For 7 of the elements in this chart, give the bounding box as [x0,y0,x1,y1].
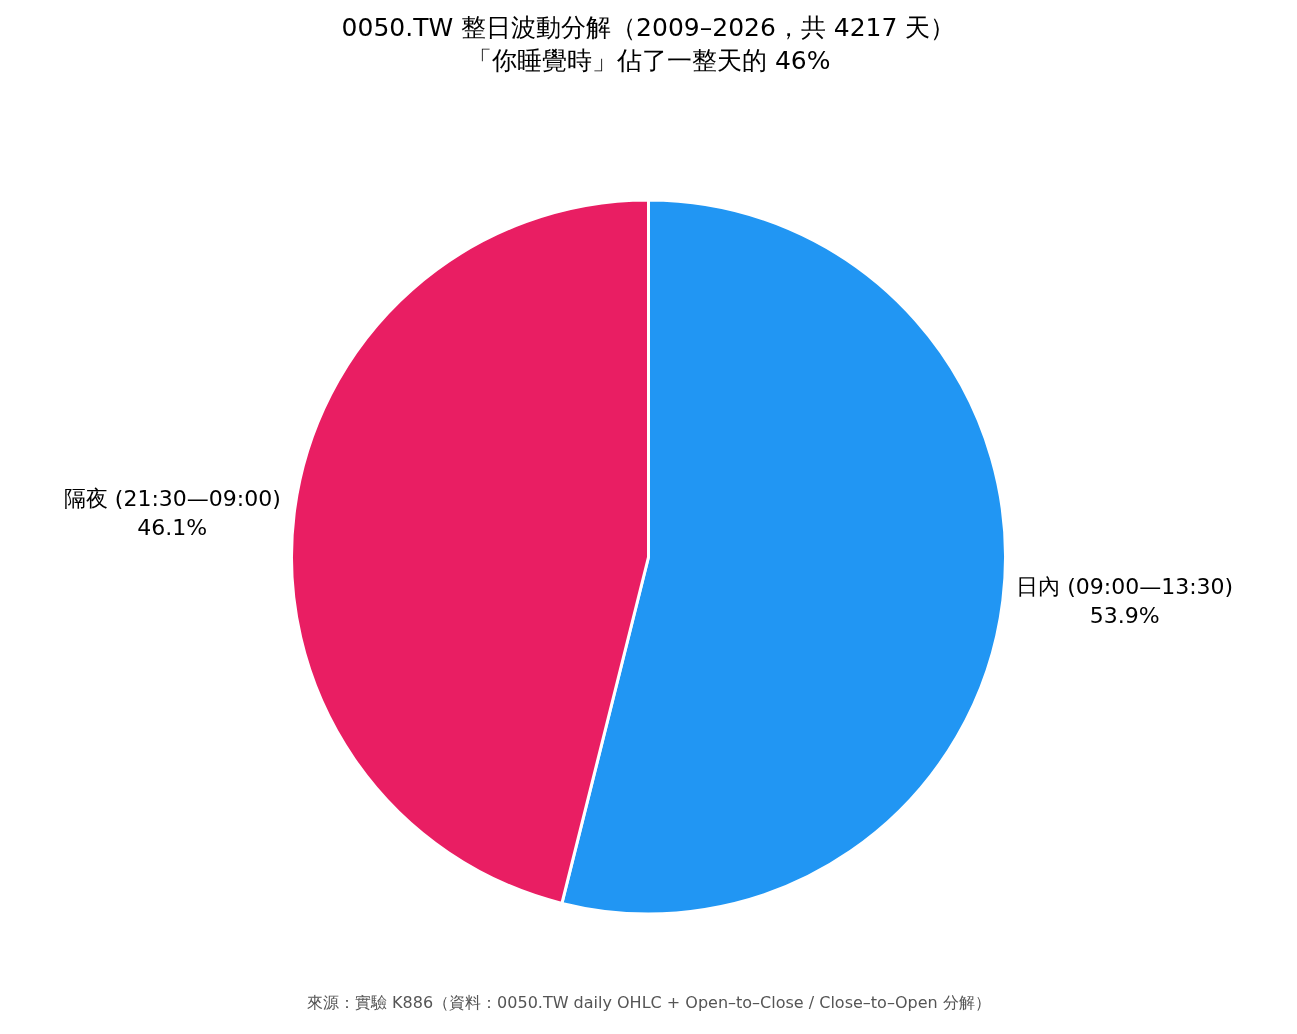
data-label: 46.1% [137,514,208,540]
data-label: 53.9% [1089,602,1160,628]
text: 來源：實驗 K886（資料：0050.TW daily OHLC + Open–to–Close / Close–to–Open 分解） [307,993,991,1012]
slice-label: 隔夜 (21:30—09:00) [63,486,281,512]
chart-subtitle: 「你睡覺時」佔了一整天的 46% [467,46,831,75]
chart-title: 0050.TW 整日波動分解（2009–2026，共 4217 天） [341,12,956,42]
slice-label: 日內 (09:00—13:30) [1016,574,1234,600]
